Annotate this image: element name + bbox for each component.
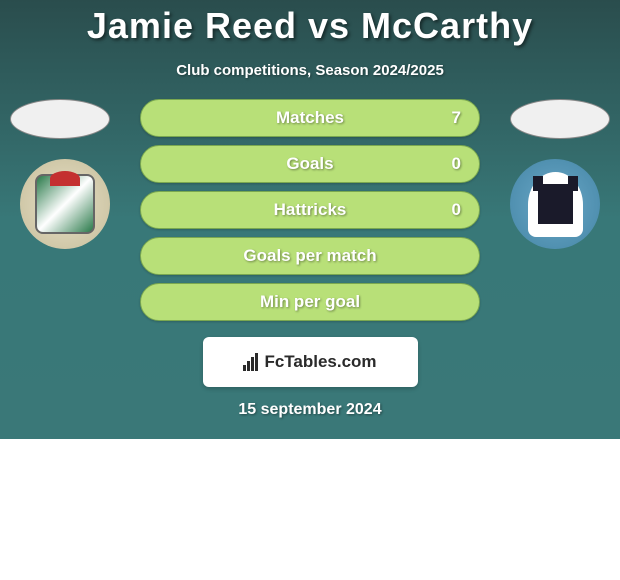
comparison-card: Jamie Reed vs McCarthy Club competitions… [0,0,620,580]
stat-value-right: 0 [452,154,461,174]
branding-box: FcTables.com [203,337,418,387]
stat-row-min-per-goal: Min per goal [140,283,480,321]
player-silhouette-right [510,99,610,139]
stat-label: Goals per match [243,246,376,266]
chart-bars-icon [243,353,258,371]
branding-text: FcTables.com [264,352,376,372]
player-silhouette-left [10,99,110,139]
stat-row-matches: Matches 7 [140,99,480,137]
stat-row-hattricks: Hattricks 0 [140,191,480,229]
club-crest-right [510,159,600,249]
stat-value-right: 0 [452,200,461,220]
date-label: 15 september 2024 [0,401,620,419]
stat-value-right: 7 [452,108,461,128]
content-area: Matches 7 Goals 0 Hattricks 0 Goals per … [0,99,620,329]
crest-shield-icon [35,174,95,234]
castle-icon [538,184,573,224]
crest-shield-icon [528,172,583,237]
stat-row-goals-per-match: Goals per match [140,237,480,275]
stats-list: Matches 7 Goals 0 Hattricks 0 Goals per … [140,99,480,329]
stat-label: Matches [276,108,344,128]
stat-label: Goals [286,154,333,174]
main-panel: Jamie Reed vs McCarthy Club competitions… [0,0,620,439]
branding: FcTables.com [243,352,376,372]
stat-row-goals: Goals 0 [140,145,480,183]
stat-label: Min per goal [260,292,360,312]
subtitle: Club competitions, Season 2024/2025 [0,62,620,79]
club-crest-left [20,159,110,249]
page-title: Jamie Reed vs McCarthy [0,5,620,47]
stat-label: Hattricks [274,200,347,220]
dragon-icon [50,171,80,186]
